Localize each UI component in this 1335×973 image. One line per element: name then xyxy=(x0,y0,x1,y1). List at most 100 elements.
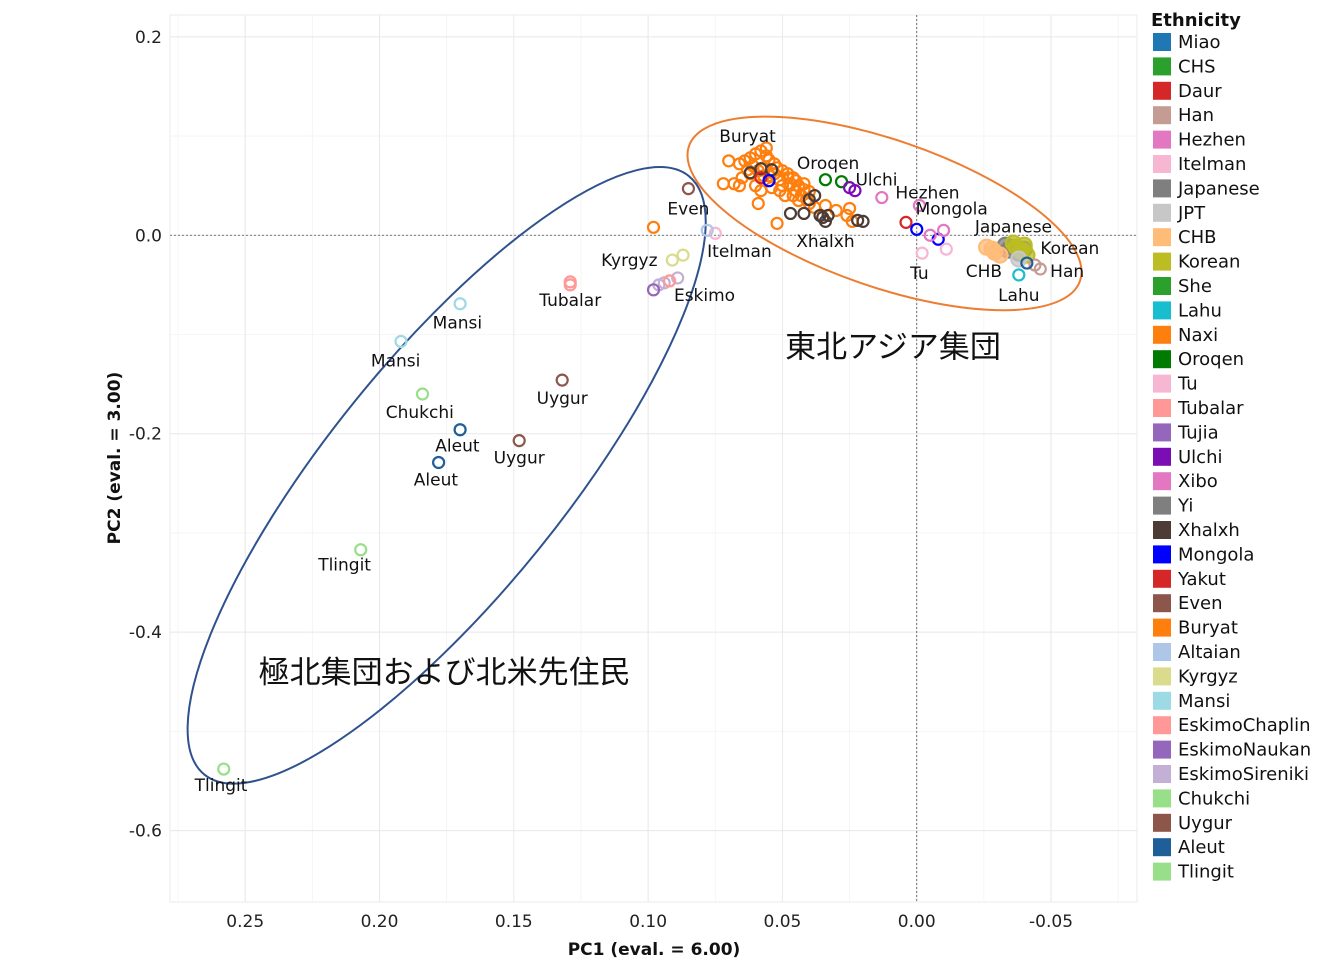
point-buryat xyxy=(842,201,857,216)
point-aleut xyxy=(432,455,446,470)
point-uygur xyxy=(512,434,526,448)
legend-label-hezhen: Hezhen xyxy=(1178,130,1246,151)
point-tlingit xyxy=(217,762,231,776)
legend-swatch-jpt xyxy=(1153,203,1171,222)
point-lahu xyxy=(1012,268,1026,282)
point-label-tu: Tu xyxy=(909,264,929,284)
point-label-xhalxh: Xhalxh xyxy=(796,232,854,252)
legend-swatch-han xyxy=(1153,106,1171,125)
point-label-mongola: Mongola xyxy=(916,199,988,219)
legend-swatch-she xyxy=(1153,277,1171,295)
legend-swatch-even xyxy=(1153,594,1171,613)
point-uygur xyxy=(555,373,569,387)
point-mansi xyxy=(394,334,408,349)
legend-label-han: Han xyxy=(1178,105,1214,126)
legend-swatch-xhalxh xyxy=(1153,521,1171,539)
legend-swatch-itelman xyxy=(1153,155,1171,173)
legend-swatch-chs xyxy=(1153,57,1171,76)
legend-swatch-xibo xyxy=(1153,472,1171,491)
legend-label-lahu: Lahu xyxy=(1178,300,1222,321)
arctic-ellipse xyxy=(186,166,707,785)
point-label-ulchi: Ulchi xyxy=(855,171,897,191)
data-points xyxy=(217,141,1047,776)
legend-label-aleut: Aleut xyxy=(1178,837,1225,858)
point-xhalxh xyxy=(816,210,830,225)
legend-swatch-aleut xyxy=(1153,838,1171,857)
legend-title: Ethnicity xyxy=(1151,10,1241,31)
point-daur xyxy=(754,171,768,185)
point-buryat xyxy=(751,196,765,211)
legend-swatch-tujia xyxy=(1153,423,1171,442)
point-hezhen xyxy=(875,190,889,205)
point-xhalxh xyxy=(783,206,798,221)
x-tick-label: 0.05 xyxy=(764,912,802,932)
legend-swatch-tlingit xyxy=(1153,862,1171,881)
legend-swatch-yakut xyxy=(1153,569,1171,588)
point-label-chukchi: Chukchi xyxy=(386,403,454,423)
legend-label-jpt: JPT xyxy=(1177,203,1206,224)
point-hezhen xyxy=(923,228,937,242)
x-tick-label: -0.05 xyxy=(1029,912,1073,932)
y-tick-label: 0.0 xyxy=(135,226,162,246)
point-label-buryat: Buryat xyxy=(719,127,776,147)
legend-label-korean: Korean xyxy=(1178,252,1240,273)
legend-label-eskimochaplin: EskimoChaplin xyxy=(1178,715,1311,736)
point-naxi xyxy=(773,184,787,198)
point-hezhen xyxy=(936,223,951,237)
point-aleut xyxy=(1020,256,1034,270)
plot-panel xyxy=(169,14,1138,903)
legend-swatch-japanese xyxy=(1153,179,1171,198)
point-ulchi xyxy=(848,184,862,198)
legend-swatch-korean xyxy=(1153,252,1171,271)
legend-label-eskimosireniki: EskimoSireniki xyxy=(1178,764,1309,785)
point-buryat xyxy=(781,171,795,185)
axis-ticks: 0.25 0.20 0.15 0.10 0.05 0.00 -0.05 0.2 0.0 -0.2 -… xyxy=(129,28,1073,932)
point-label-aleut: Aleut xyxy=(414,470,459,490)
point-xhalxh xyxy=(808,188,822,203)
point-xhalxh xyxy=(851,213,865,227)
y-tick-label: -0.6 xyxy=(129,822,162,842)
point-altaian xyxy=(700,223,714,237)
point-itelman xyxy=(915,246,929,260)
legend-label-altaian: Altaian xyxy=(1178,642,1241,663)
point-label-eskimo: Eskimo xyxy=(674,286,735,306)
point-oroqen xyxy=(818,173,833,187)
point-label-uygur: Uygur xyxy=(494,449,545,469)
point-label-oroqen: Oroqen xyxy=(797,154,859,174)
legend-swatch-lahu xyxy=(1153,301,1171,320)
legend-label-ulchi: Ulchi xyxy=(1178,447,1222,468)
legend-swatch-mongola xyxy=(1153,545,1171,564)
legend-label-mongola: Mongola xyxy=(1178,544,1254,565)
legend-label-chs: CHS xyxy=(1178,56,1216,77)
legend-label-xibo: Xibo xyxy=(1178,471,1218,492)
point-label-han: Han xyxy=(1050,262,1084,282)
point-label-korean: Korean xyxy=(1040,239,1099,259)
point-label-lahu: Lahu xyxy=(998,286,1039,306)
legend-label-buryat: Buryat xyxy=(1178,618,1238,639)
legend-swatch-uygur xyxy=(1153,813,1171,832)
point-eskimonaukan xyxy=(646,283,661,297)
point-han xyxy=(1033,262,1047,276)
legend-label-chb: CHB xyxy=(1178,227,1216,248)
point-label-itelman: Itelman xyxy=(707,242,772,262)
point-daur xyxy=(899,215,913,229)
x-tick-label: 0.25 xyxy=(226,912,264,932)
point-label-tlingit: Tlingit xyxy=(317,556,371,576)
point-label-mansi: Mansi xyxy=(371,351,420,371)
legend-label-she: She xyxy=(1178,276,1212,297)
legend-label-xhalxh: Xhalxh xyxy=(1178,520,1240,541)
legend-label-yakut: Yakut xyxy=(1177,569,1226,590)
y-axis-label: PC2 (eval. = 3.00) xyxy=(105,372,125,545)
point-tlingit xyxy=(354,543,368,557)
legend-label-miao: Miao xyxy=(1178,32,1221,53)
point-mongola xyxy=(762,174,776,188)
legend-swatch-altaian xyxy=(1153,643,1171,661)
point-label-even: Even xyxy=(667,199,709,219)
point-label-hezhen: Hezhen xyxy=(895,184,959,204)
point-label-aleut: Aleut xyxy=(435,437,480,457)
legend-swatch-chb xyxy=(1153,228,1171,247)
point-xhalxh xyxy=(856,214,870,228)
legend-label-mansi: Mansi xyxy=(1178,691,1230,712)
point-labels: Buryat OroqenUlchiHezhenMongolaJapaneseKo… xyxy=(194,127,1100,796)
